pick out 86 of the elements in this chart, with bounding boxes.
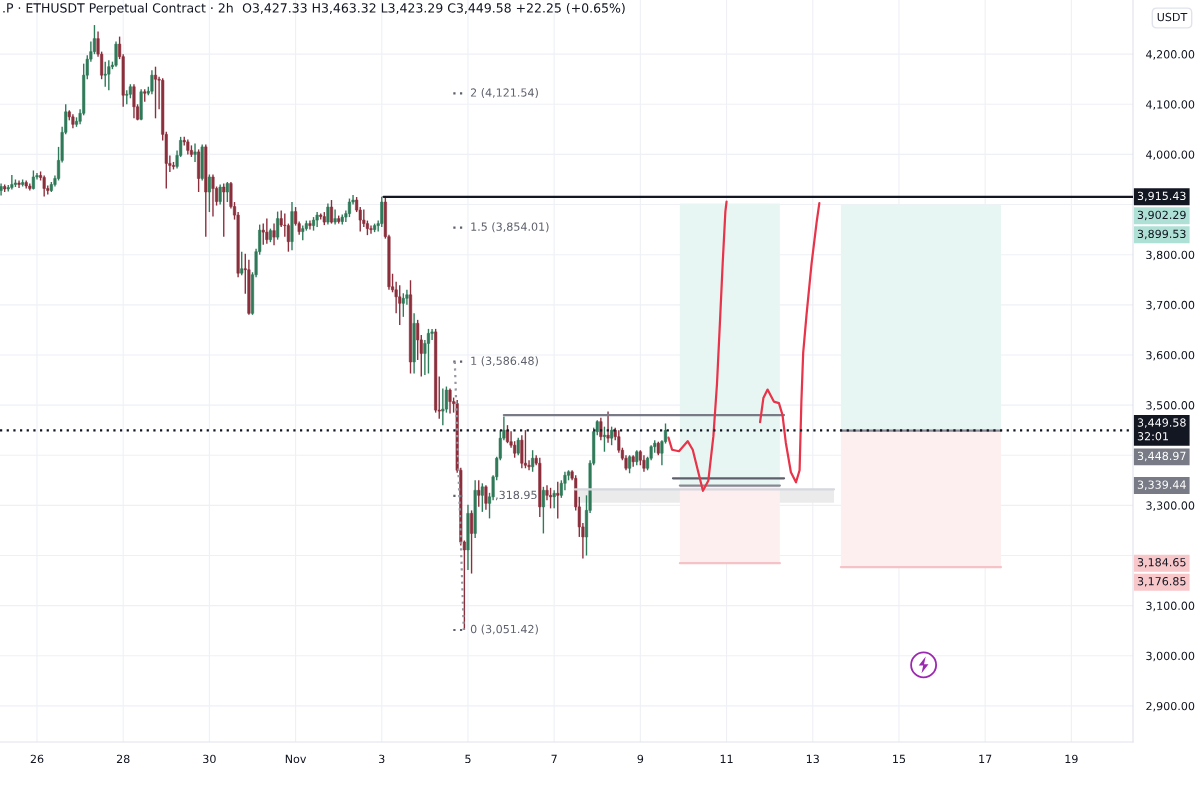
x-tick-label: 11 [720,754,733,763]
x-tick-label: 30 [203,754,216,764]
candlestick [107,59,111,91]
candlestick [520,434,524,469]
candlestick [333,208,337,226]
candlestick [426,328,430,375]
candlestick [505,424,510,444]
x-tick-label: 7 [551,754,557,763]
series-label: 0 (3,051.42) [470,624,538,635]
x-tick-label: 15 [893,754,906,764]
candlestick [523,429,527,469]
candlestick [211,173,215,218]
candlestick [103,60,107,88]
x-tick-label: 5 [465,754,471,764]
candlestick [556,481,560,520]
candlestick [484,484,488,511]
candlestick [441,387,445,426]
candlestick [114,40,118,68]
text: 3,339.44 [1137,480,1186,490]
x-tick-label: 17 [979,754,992,763]
candlestick [10,174,14,191]
data-label: 3,915.43 [1137,191,1186,202]
series-label: 2 (4,121.54) [470,88,538,99]
candlestick [193,142,197,163]
y-tick-label: 3,500.00 [1146,401,1195,411]
y-tick-label: 3,800.00 [1146,250,1195,261]
y-axis-title: USDT [1157,12,1188,22]
candlestick [470,509,474,575]
candlestick [552,489,556,510]
candlestick [347,197,351,218]
x-tick-label: 28 [116,754,130,764]
text: ,318.95 [495,490,537,501]
candlestick [225,181,229,203]
candlestick [541,486,545,535]
candlestick [329,199,334,225]
y-tick-label: 3,100.00 [1146,601,1195,612]
y-tick-label: 4,100.00 [1146,100,1195,110]
candlestick [448,387,452,415]
candlestick [150,69,154,95]
y-tick-label: 2,900.00 [1146,701,1195,712]
candlestick [240,250,244,276]
candlestick [153,65,158,120]
y-tick-label: 3,300.00 [1146,501,1195,511]
candlestick [326,202,330,226]
candlestick [369,224,373,235]
candlestick [265,217,269,245]
x-tick-label: 13 [806,754,819,764]
candlestick [132,83,136,120]
candlestick [272,222,276,246]
candlestick [222,182,226,238]
y-tick-label: 3,000.00 [1146,651,1195,662]
text: 3,176.85 [1137,577,1186,587]
x-tick-label: 19 [1065,754,1078,764]
x-tick-label: 26 [30,754,44,764]
candlestick [218,183,222,206]
candlestick [380,196,384,228]
candlestick [401,292,405,318]
candlestick [549,487,553,510]
candlestick [308,219,312,231]
y-tick-label: 3,600.00 [1146,350,1195,361]
x-tick-label: 9 [637,754,644,764]
ref-line-label: 3,449.58 32:01 [1137,418,1186,441]
candlestick [477,479,481,508]
chart-title: .P · ETHUSDT Perpetual Contract · 2h [3,2,233,16]
candlestick [480,482,484,513]
y-tick-label: 4,200.00 [1146,50,1195,60]
x-tick-label: Nov [285,754,307,764]
candlestick [602,425,606,453]
chart-subtitle: O3,427.33 H3,463.32 L3,423.29 C3,449.58 +22.25 (+0.65%) [242,2,625,15]
x-tick-label: 3 [379,754,385,764]
candlestick [606,410,610,444]
candlestick [398,284,402,326]
y-tick-label: 3,700.00 [1146,300,1195,311]
text: 3,448.97 [1137,451,1186,462]
candlestick [0,182,3,197]
series-label: 1.5 (3,854.01) [471,222,549,233]
candlestick [17,179,21,189]
candlestick [599,416,603,441]
series-label: 1 (3,586.48) [471,356,538,367]
text: 3,184.65 [1137,558,1186,568]
text: 3,899.53 [1137,229,1186,240]
candlestick [261,222,265,246]
text: 3,902.29 [1137,210,1186,221]
candlestick [42,174,46,198]
y-tick-label: 4,000.00 [1146,150,1195,160]
candlestick [207,173,211,213]
